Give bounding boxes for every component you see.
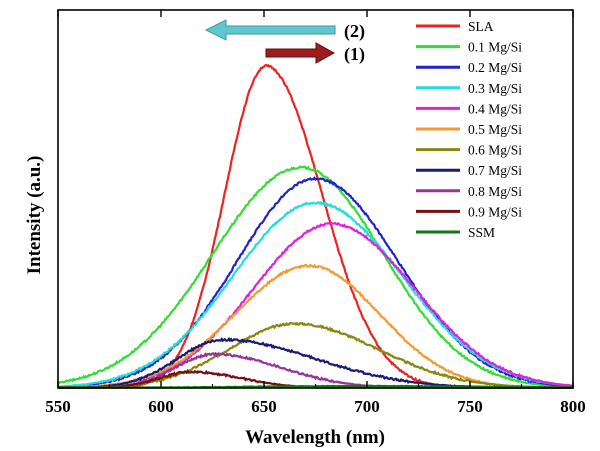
x-axis-ticks: 550 600 650 700 750 800 (45, 10, 586, 416)
legend-label: 0.5 Mg/Si (468, 122, 522, 137)
x-tick-label: 700 (354, 397, 380, 416)
x-tick-label: 650 (251, 397, 277, 416)
shift-arrow-right (265, 42, 336, 64)
legend-label: 0.7 Mg/Si (468, 163, 522, 178)
series-line-0-4-mg-si (58, 221, 574, 389)
legend-label: SLA (468, 19, 494, 34)
annotation-label: (2) (344, 21, 365, 42)
legend-label: SSM (468, 225, 495, 240)
legend-label: 0.4 Mg/Si (468, 101, 522, 116)
x-tick-label: 750 (457, 397, 483, 416)
series-line-0-1-mg-si (57, 165, 574, 389)
legend-label: 0.8 Mg/Si (468, 184, 522, 199)
legend-label: 0.3 Mg/Si (468, 81, 522, 96)
x-tick-label: 600 (148, 397, 174, 416)
series-line-0-2-mg-si (57, 176, 574, 389)
legend-label: 0.1 Mg/Si (468, 40, 522, 55)
shift-arrow-left (204, 19, 336, 41)
legend-label: 0.2 Mg/Si (468, 60, 522, 75)
series-line-0-3-mg-si (57, 200, 574, 388)
shift-annotations: (2)(1) (204, 19, 365, 65)
x-axis-title: Wavelength (nm) (245, 427, 385, 448)
x-tick-label: 550 (45, 397, 71, 416)
x-tick-label: 800 (560, 397, 586, 416)
annotation-label: (1) (344, 44, 365, 65)
legend-label: 0.6 Mg/Si (468, 143, 522, 158)
y-axis-title: Intensity (a.u.) (24, 156, 45, 275)
legend: SLA 0.1 Mg/Si 0.2 Mg/Si 0.3 Mg/Si 0.4 Mg/Si 0… (416, 19, 522, 240)
legend-label: 0.9 Mg/Si (468, 204, 522, 219)
